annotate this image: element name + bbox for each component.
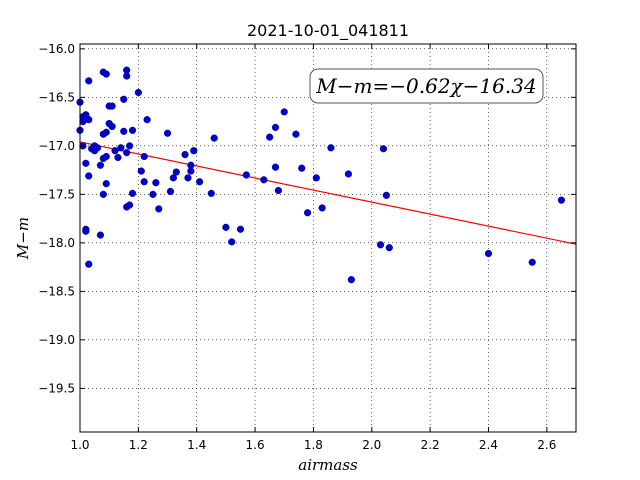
data-point bbox=[108, 102, 116, 110]
data-point bbox=[280, 108, 288, 116]
x-tick-label: 1.6 bbox=[246, 438, 265, 452]
data-point bbox=[376, 241, 385, 249]
data-point bbox=[143, 116, 151, 124]
data-point bbox=[111, 147, 119, 155]
data-point bbox=[123, 72, 131, 80]
data-point bbox=[102, 180, 110, 188]
x-tick-label: 2.2 bbox=[421, 438, 440, 452]
data-point bbox=[126, 142, 134, 150]
data-point bbox=[140, 152, 148, 161]
data-point bbox=[166, 187, 175, 196]
data-point bbox=[528, 258, 536, 266]
data-point bbox=[327, 144, 335, 152]
data-point bbox=[102, 128, 110, 136]
data-point bbox=[123, 149, 131, 157]
y-tick-label: −18.0 bbox=[38, 236, 75, 250]
data-point bbox=[169, 174, 177, 182]
data-point bbox=[242, 171, 250, 179]
x-tick-label: 2.0 bbox=[362, 438, 381, 452]
data-point bbox=[120, 127, 128, 135]
y-tick-label: −17.0 bbox=[38, 139, 75, 153]
data-point bbox=[82, 225, 90, 233]
data-point bbox=[117, 144, 125, 152]
data-point bbox=[120, 95, 128, 103]
data-point bbox=[347, 276, 355, 284]
data-point bbox=[108, 122, 116, 131]
x-tick-label: 2.4 bbox=[479, 438, 498, 452]
data-point bbox=[102, 70, 110, 78]
data-point bbox=[196, 178, 204, 186]
data-point bbox=[190, 147, 198, 155]
data-point bbox=[303, 209, 312, 217]
data-point bbox=[102, 152, 110, 161]
data-point bbox=[85, 260, 93, 268]
data-point bbox=[274, 186, 283, 195]
y-tick-label: −18.5 bbox=[38, 284, 75, 298]
data-point bbox=[128, 189, 137, 197]
data-point bbox=[210, 134, 218, 142]
data-point bbox=[85, 77, 93, 85]
data-point bbox=[557, 196, 566, 204]
x-tick-label: 1.0 bbox=[70, 438, 89, 452]
data-point bbox=[187, 167, 195, 175]
data-point bbox=[228, 238, 236, 246]
data-point bbox=[99, 190, 107, 198]
y-tick-label: −17.5 bbox=[38, 187, 75, 201]
data-point bbox=[140, 178, 148, 186]
data-point bbox=[184, 174, 192, 182]
data-point bbox=[385, 244, 393, 252]
data-point bbox=[271, 163, 280, 171]
data-point bbox=[163, 129, 172, 137]
data-point bbox=[93, 144, 102, 152]
axis-ticks: 1.0 1.2 1.4 1.6 1.8 2.0 2.2 2.4 2.6 −16.0 −16.5 −17… bbox=[38, 42, 576, 452]
data-point bbox=[82, 159, 90, 167]
data-point bbox=[128, 126, 137, 134]
fit-line bbox=[79, 141, 577, 245]
x-axis-label: airmass bbox=[298, 456, 358, 474]
y-tick-label: −16.0 bbox=[38, 42, 75, 56]
data-point bbox=[181, 150, 189, 159]
fit-equation: M−m=−0.62χ−16.34 bbox=[315, 74, 536, 98]
data-point bbox=[85, 116, 93, 124]
data-point bbox=[126, 201, 134, 209]
x-tick-label: 1.2 bbox=[129, 438, 148, 452]
y-axis-label: M−m bbox=[14, 217, 32, 260]
x-tick-label: 1.4 bbox=[187, 438, 206, 452]
data-point bbox=[222, 223, 230, 231]
data-point bbox=[298, 164, 306, 172]
x-tick-label: 2.6 bbox=[537, 438, 556, 452]
fit-annotation: M−m=−0.62χ−16.34 bbox=[309, 68, 544, 104]
data-point bbox=[137, 167, 145, 175]
data-point bbox=[292, 130, 300, 138]
data-point bbox=[155, 205, 163, 213]
data-point bbox=[271, 123, 280, 132]
data-point bbox=[344, 170, 353, 178]
data-point bbox=[318, 204, 326, 212]
data-point bbox=[149, 190, 157, 198]
data-point bbox=[382, 191, 390, 199]
y-tick-label: −19.0 bbox=[38, 333, 75, 347]
x-tick-label: 1.8 bbox=[304, 438, 323, 452]
data-point bbox=[484, 249, 493, 258]
data-point bbox=[85, 172, 93, 180]
plot-frame bbox=[79, 43, 577, 433]
data-point bbox=[379, 145, 388, 153]
data-point bbox=[152, 179, 160, 187]
data-point bbox=[96, 161, 105, 169]
data-point bbox=[207, 189, 215, 197]
data-point bbox=[312, 174, 320, 182]
data-point bbox=[96, 231, 105, 239]
data-point bbox=[266, 133, 274, 141]
data-point bbox=[172, 168, 180, 176]
y-tick-label: −19.5 bbox=[38, 381, 75, 395]
data-point bbox=[236, 225, 245, 233]
chart-title: 2021-10-01_041811 bbox=[247, 21, 409, 41]
data-point bbox=[134, 88, 142, 97]
y-tick-label: −16.5 bbox=[38, 90, 75, 104]
data-points bbox=[76, 66, 566, 284]
data-point bbox=[260, 176, 268, 184]
data-point bbox=[114, 153, 122, 162]
